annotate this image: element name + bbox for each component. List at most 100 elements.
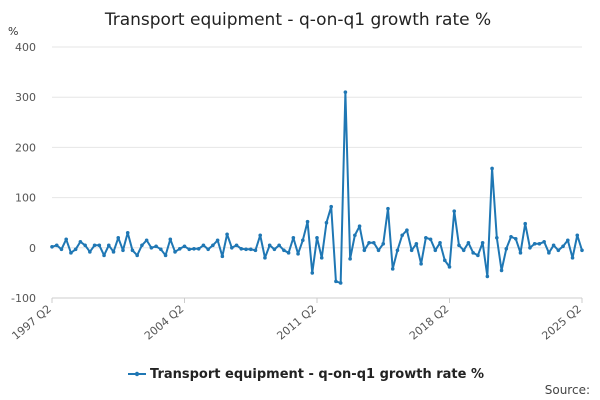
data-point[interactable] [447, 265, 452, 269]
data-point[interactable] [466, 240, 471, 245]
data-point[interactable] [438, 240, 442, 245]
data-point[interactable] [305, 219, 310, 224]
data-point[interactable] [367, 240, 371, 245]
data-point[interactable] [196, 247, 201, 251]
data-point[interactable] [551, 243, 556, 248]
data-point[interactable] [211, 243, 215, 248]
data-point[interactable] [547, 251, 551, 255]
data-point[interactable] [566, 238, 570, 243]
data-point[interactable] [480, 240, 485, 245]
data-point[interactable] [73, 247, 78, 252]
data-point[interactable] [409, 248, 414, 253]
data-point[interactable] [523, 221, 528, 226]
data-point[interactable] [192, 247, 196, 251]
data-point[interactable] [54, 243, 59, 248]
data-point[interactable] [452, 209, 457, 213]
data-point[interactable] [457, 243, 461, 248]
data-point[interactable] [144, 238, 149, 243]
data-point[interactable] [324, 220, 329, 225]
data-point[interactable] [513, 236, 518, 241]
data-point[interactable] [476, 253, 480, 258]
data-point[interactable] [253, 248, 258, 253]
data-point[interactable] [116, 235, 121, 240]
data-point[interactable] [371, 240, 376, 245]
data-point[interactable] [272, 247, 277, 252]
data-point[interactable] [390, 267, 395, 271]
data-point[interactable] [334, 279, 338, 284]
data-point[interactable] [490, 166, 494, 171]
data-point[interactable] [220, 254, 225, 259]
data-point[interactable] [135, 253, 139, 258]
data-point[interactable] [286, 251, 291, 255]
data-point[interactable] [461, 248, 466, 253]
data-point[interactable] [97, 243, 102, 248]
data-point[interactable] [518, 251, 523, 255]
data-point[interactable] [291, 235, 296, 240]
data-point[interactable] [187, 247, 192, 252]
data-point[interactable] [400, 233, 404, 238]
data-point[interactable] [537, 241, 542, 246]
data-point[interactable] [121, 248, 125, 253]
data-point[interactable] [59, 247, 64, 252]
data-point[interactable] [140, 243, 144, 248]
data-point[interactable] [485, 274, 490, 279]
data-point[interactable] [163, 253, 168, 258]
data-point[interactable] [258, 233, 263, 238]
data-point[interactable] [182, 244, 187, 249]
data-point[interactable] [395, 248, 400, 253]
data-point[interactable] [509, 234, 513, 239]
data-point[interactable] [376, 248, 381, 253]
data-point[interactable] [405, 228, 409, 233]
data-point[interactable] [442, 258, 447, 263]
data-point[interactable] [244, 247, 248, 252]
data-point[interactable] [561, 244, 565, 249]
data-point[interactable] [532, 241, 537, 246]
data-point[interactable] [542, 239, 546, 244]
data-point[interactable] [106, 243, 111, 248]
data-point[interactable] [424, 235, 428, 240]
data-point[interactable] [329, 204, 333, 209]
data-point[interactable] [414, 241, 419, 246]
data-point[interactable] [230, 246, 234, 250]
data-point[interactable] [428, 237, 433, 242]
data-point[interactable] [50, 244, 54, 249]
data-point[interactable] [357, 224, 362, 229]
data-point[interactable] [471, 251, 475, 255]
data-point[interactable] [149, 246, 154, 250]
data-point[interactable] [154, 244, 158, 249]
data-point[interactable] [580, 248, 584, 253]
data-point[interactable] [168, 237, 173, 242]
data-point[interactable] [173, 250, 177, 254]
data-point[interactable] [78, 239, 83, 244]
legend[interactable]: Transport equipment - q-on-q1 growth rat… [128, 367, 484, 382]
data-point[interactable] [234, 243, 239, 248]
data-point[interactable] [319, 256, 324, 260]
data-point[interactable] [206, 247, 210, 252]
data-point[interactable] [315, 235, 319, 240]
data-point[interactable] [301, 238, 305, 243]
data-point[interactable] [353, 233, 357, 238]
data-point[interactable] [570, 256, 575, 260]
data-point[interactable] [125, 230, 130, 235]
data-point[interactable] [348, 257, 352, 261]
data-point[interactable] [528, 246, 532, 250]
data-point[interactable] [277, 243, 281, 248]
data-point[interactable] [263, 256, 267, 260]
data-point[interactable] [225, 232, 229, 237]
data-point[interactable] [362, 248, 367, 253]
data-point[interactable] [575, 233, 580, 238]
data-point[interactable] [215, 238, 220, 243]
data-point[interactable] [267, 243, 272, 248]
data-point[interactable] [419, 262, 423, 266]
data-point[interactable] [111, 250, 116, 254]
data-point[interactable] [102, 253, 106, 258]
data-point[interactable] [88, 250, 92, 254]
data-point[interactable] [69, 251, 73, 255]
data-point[interactable] [177, 247, 182, 251]
data-point[interactable] [296, 252, 300, 256]
data-point[interactable] [159, 247, 163, 252]
data-point[interactable] [556, 248, 561, 253]
data-point[interactable] [83, 243, 87, 248]
data-point[interactable] [381, 241, 386, 246]
data-point[interactable] [282, 248, 286, 253]
